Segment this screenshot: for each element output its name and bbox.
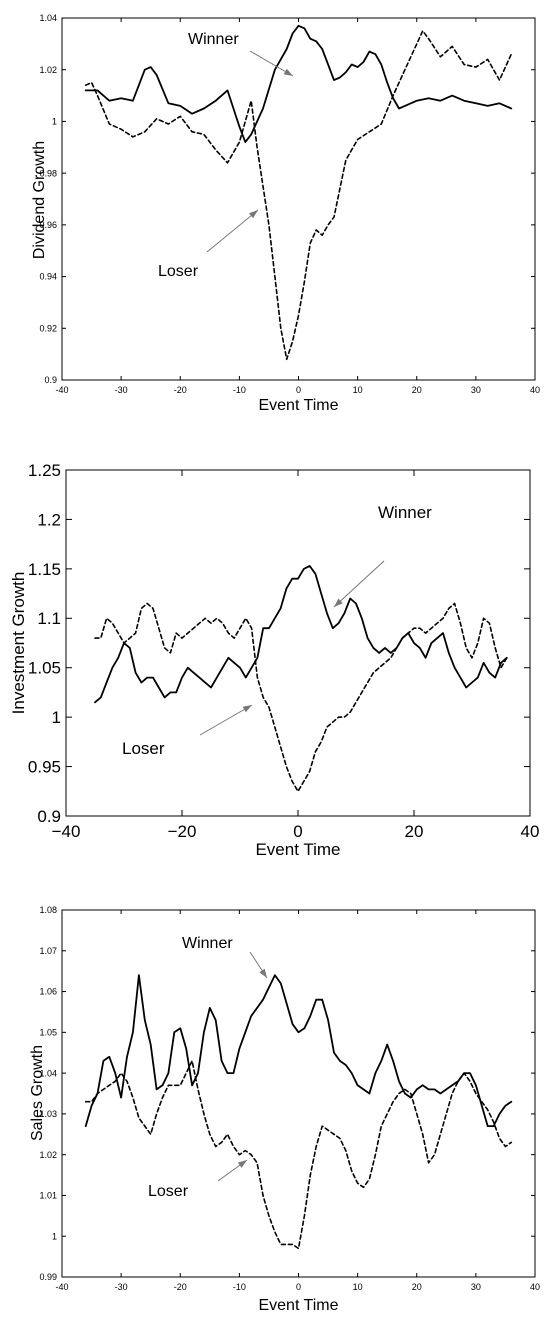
arrow-head-icon: [283, 68, 293, 76]
y-tick-label: 1.05: [39, 1027, 57, 1037]
x-tick-label: -40: [55, 1282, 68, 1292]
y-axis-label: Investment Growth: [9, 572, 28, 715]
annotation-arrow: [206, 209, 259, 253]
x-tick-label: 20: [412, 1282, 422, 1292]
y-tick-label: 0.98: [39, 168, 57, 178]
y-tick-label: 0.95: [28, 758, 61, 777]
x-axis-label: Event Time: [255, 840, 340, 859]
x-tick-label: 20: [405, 822, 424, 841]
series-line-winner: [84, 24, 513, 144]
arrow-head-icon: [249, 210, 258, 219]
x-tick-label: 10: [353, 385, 363, 395]
y-axis-label: Dividend Growth: [31, 141, 48, 259]
x-tick-label: -10: [233, 1282, 246, 1292]
y-tick-label: 0.92: [39, 323, 57, 333]
y-tick-label: 1.2: [37, 510, 61, 529]
plot-frame: [61, 909, 536, 1278]
plot-frame: [65, 469, 531, 817]
y-tick-label: 1.1: [37, 609, 61, 628]
y-tick-label: 1: [52, 708, 61, 727]
y-tick-label: 1: [52, 117, 57, 127]
x-tick-label: 30: [471, 385, 481, 395]
y-tick-label: 1.05: [28, 659, 61, 678]
y-tick-label: 0.94: [39, 272, 57, 282]
y-tick-label: 1.06: [39, 987, 57, 997]
investment-growth-panel: −40 −20 0 20 40 0.9 0.95 1 1.05 1.1 1.15 1.2 1.25 Eve…: [0, 440, 550, 880]
x-tick-label: 0: [296, 1282, 301, 1292]
annotation-arrow: [333, 560, 385, 608]
x-tick-label: −20: [168, 822, 197, 841]
arrow-head-icon: [242, 705, 252, 713]
series-line-loser: [84, 1060, 513, 1250]
y-tick-label: 0.9: [37, 807, 61, 826]
x-tick-label: -40: [55, 385, 68, 395]
x-tick-label: -20: [174, 385, 187, 395]
x-tick-label: 40: [530, 1282, 540, 1292]
dividend-growth-panel: -40 -30 -20 -10 0 10 20 30 40 0.9 0.92 0.94 0.96 0.98…: [0, 0, 550, 420]
plot-frame: [61, 17, 536, 381]
x-tick-label: -30: [115, 385, 128, 395]
x-axis-label: Event Time: [258, 1297, 338, 1314]
x-tick-label: 40: [530, 385, 540, 395]
x-tick-label: 0: [296, 385, 301, 395]
x-tick-label: 10: [353, 1282, 363, 1292]
annotation-loser: Loser: [122, 739, 165, 758]
annotation-winner: Winner: [188, 31, 239, 48]
x-tick-label: −40: [52, 822, 81, 841]
annotation-arrow: [199, 704, 253, 736]
y-tick-label: 1: [52, 1231, 57, 1241]
y-tick-label: 1.02: [39, 65, 57, 75]
chart-svg: −40 −20 0 20 40 0.9 0.95 1 1.05 1.1 1.15 1.2 1.25 Eve…: [9, 461, 540, 859]
annotation-loser: Loser: [158, 263, 199, 280]
y-axis-label: Sales Growth: [29, 1045, 46, 1141]
y-tick-label: 0.99: [39, 1272, 57, 1282]
x-tick-label: -30: [115, 1282, 128, 1292]
chart-svg: -40 -30 -20 -10 0 10 20 30 40 0.99 1 1.01 1.02 1.03 1.…: [29, 905, 540, 1314]
annotation-winner: Winner: [182, 935, 233, 952]
arrow-head-icon: [334, 598, 343, 607]
arrow-head-icon: [237, 1160, 247, 1168]
y-tick-label: 1.04: [39, 1068, 57, 1078]
chart-svg: -40 -30 -20 -10 0 10 20 30 40 0.9 0.92 0.94 0.96 0.98…: [31, 13, 540, 414]
series-line-winner: [94, 565, 508, 704]
x-tick-label: 30: [471, 1282, 481, 1292]
x-tick-label: -20: [174, 1282, 187, 1292]
sales-growth-panel: -40 -30 -20 -10 0 10 20 30 40 0.99 1 1.01 1.02 1.03 1.…: [0, 890, 550, 1319]
y-tick-label: 1.02: [39, 1150, 57, 1160]
x-tick-label: 40: [521, 822, 540, 841]
y-tick-label: 0.9: [44, 375, 57, 385]
arrow-head-icon: [259, 968, 267, 978]
series-line-loser: [94, 602, 508, 793]
y-tick-label: 1.08: [39, 905, 57, 915]
y-tick-label: 0.96: [39, 220, 57, 230]
y-tick-label: 1.03: [39, 1109, 57, 1119]
y-tick-label: 1.07: [39, 946, 57, 956]
y-tick-label: 1.25: [28, 461, 61, 480]
series-line-winner: [84, 974, 513, 1128]
y-tick-label: 1.01: [39, 1191, 57, 1201]
x-tick-label: 20: [412, 385, 422, 395]
annotation-winner: Winner: [378, 503, 432, 522]
annotation-loser: Loser: [148, 1183, 189, 1200]
y-tick-label: 1.15: [28, 560, 61, 579]
x-tick-label: 0: [293, 822, 302, 841]
x-axis-label: Event Time: [258, 397, 338, 414]
x-tick-label: -10: [233, 385, 246, 395]
y-tick-label: 1.04: [39, 13, 57, 23]
series-line-loser: [84, 30, 513, 361]
